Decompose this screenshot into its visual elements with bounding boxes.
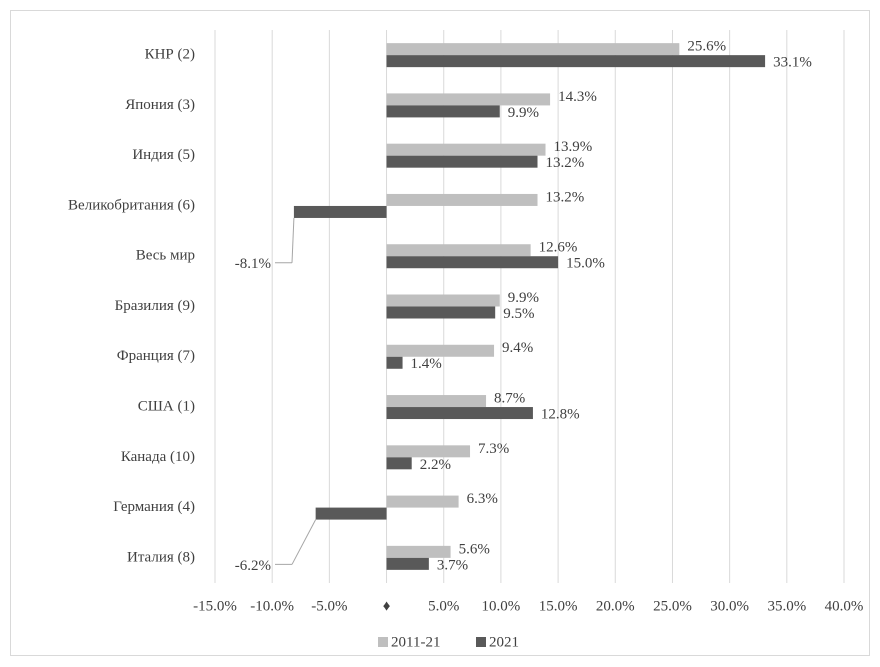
bar [386,55,766,68]
value-label: 3.7% [437,557,468,573]
value-label: 14.3% [558,89,597,105]
bar [386,407,533,420]
x-tick-label: 5.0% [428,598,459,614]
bar [386,344,495,357]
value-label: 9.4% [502,340,533,356]
y-tick-label: Франция (7) [117,348,195,364]
value-label: 9.9% [508,290,539,306]
bar [315,507,387,520]
x-tick-label: 15.0% [539,598,578,614]
bar [386,256,559,269]
bar [386,457,412,470]
value-label: -8.1% [235,256,271,272]
value-label: 1.4% [411,356,442,372]
leader-line [291,519,317,565]
legend-swatch [476,637,486,647]
value-label: 8.7% [494,390,525,406]
x-tick-label: 30.0% [710,598,749,614]
bar [386,395,487,408]
value-label: 25.6% [687,39,726,55]
legend-label: 2021 [489,634,519,650]
y-tick-label: Индия (5) [132,147,195,163]
value-label: -6.2% [235,558,271,574]
x-tick-label: 40.0% [825,598,864,614]
bar [386,93,551,106]
y-tick-label: Италия (8) [127,549,195,565]
bar [386,557,429,570]
y-tick-label: Великобритания (6) [68,197,195,213]
y-tick-label: Бразилия (9) [115,298,195,314]
y-tick-label: Канада (10) [121,449,195,465]
value-label: 15.0% [566,256,605,272]
bar [386,43,680,56]
value-label: 13.2% [546,155,585,171]
value-label: 6.3% [467,491,498,507]
x-tick-label: ♦ [383,598,391,614]
legend-swatch [378,637,388,647]
value-label: 9.9% [508,105,539,121]
bar [386,545,451,558]
y-tick-label: Германия (4) [113,499,195,515]
value-label: 2.2% [420,457,451,473]
y-tick-label: КНР (2) [145,47,195,63]
bar [386,294,500,307]
value-label: 5.6% [459,541,490,557]
bar [386,495,459,508]
bar [386,155,538,168]
x-tick-label: 20.0% [596,598,635,614]
bar [386,244,531,257]
y-tick-label: Япония (3) [125,97,195,113]
x-tick-label: 25.0% [653,598,692,614]
x-tick-label: -5.0% [311,598,347,614]
y-tick-label: США (1) [138,398,195,414]
bar [386,105,500,118]
value-label: 33.1% [773,55,812,71]
bar [386,306,496,319]
bar [386,356,403,369]
bar [293,205,387,218]
y-tick-label: Весь мир [136,248,195,264]
x-tick-label: 35.0% [767,598,806,614]
x-tick-label: -10.0% [250,598,294,614]
bar [386,143,546,156]
bar [386,193,538,206]
leader-line [291,217,295,263]
value-label: 9.5% [503,306,534,322]
value-label: 7.3% [478,441,509,457]
x-tick-label: -15.0% [193,598,237,614]
x-tick-label: 10.0% [482,598,521,614]
bar [386,445,471,458]
value-label: 13.2% [546,189,585,205]
value-label: 13.9% [554,139,593,155]
value-label: 12.6% [539,240,578,256]
legend-label: 2011-21 [391,634,440,650]
value-label: 12.8% [541,406,580,422]
